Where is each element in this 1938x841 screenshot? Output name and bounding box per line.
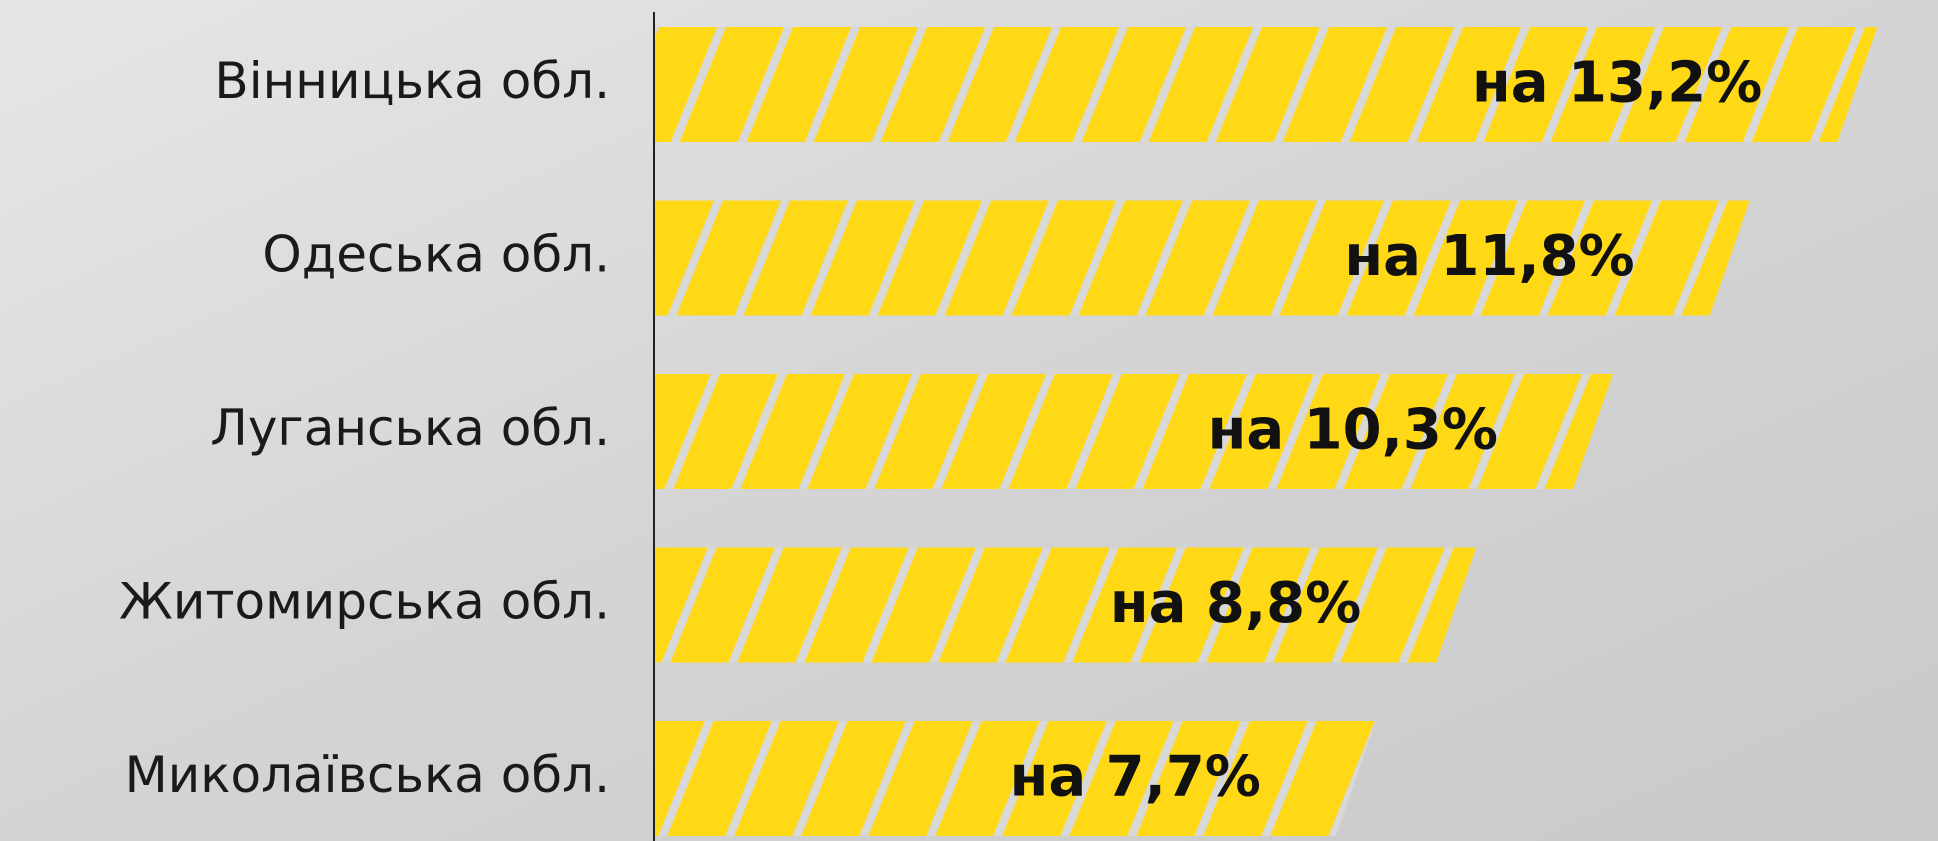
category-label: Луганська обл. (210, 399, 610, 457)
category-label: Вінницька обл. (214, 52, 610, 110)
value-label: на 10,3% (1208, 398, 1498, 463)
category-label: Миколаївська обл. (125, 746, 610, 804)
category-label: Житомирська обл. (119, 573, 610, 631)
chart: Вінницька обл. на 13,2% Одеська обл. на 11,… (0, 0, 1938, 841)
value-label: на 11,8% (1344, 224, 1634, 289)
value-label: на 8,8% (1110, 571, 1361, 636)
value-label: на 13,2% (1472, 51, 1762, 116)
page: Вінницька обл. на 13,2% Одеська обл. на 11,… (0, 0, 1938, 841)
value-label: на 7,7% (1010, 745, 1261, 810)
category-label: Одеська обл. (262, 226, 610, 284)
